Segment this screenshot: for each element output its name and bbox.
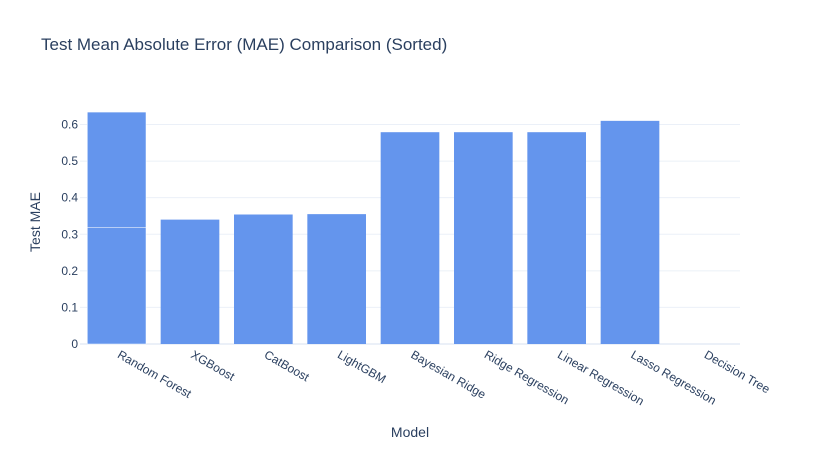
bar xyxy=(87,227,147,345)
x-tick-label: CatBoost xyxy=(262,347,312,384)
y-axis-title: Test MAE xyxy=(27,192,43,252)
bar xyxy=(160,219,220,344)
chart-title: Test Mean Absolute Error (MAE) Compariso… xyxy=(41,35,447,54)
bars xyxy=(87,111,660,345)
y-tick-label: 0.5 xyxy=(61,154,78,168)
y-tick-label: 0.2 xyxy=(61,264,78,278)
bar xyxy=(454,132,513,344)
bar xyxy=(600,120,660,344)
bar xyxy=(380,132,440,344)
bar xyxy=(234,214,293,344)
x-axis-title: Model xyxy=(391,424,429,440)
y-tick-label: 0.4 xyxy=(61,191,78,205)
x-tick-label: Bayesian Ridge xyxy=(409,347,489,401)
y-tick-label: 0 xyxy=(71,337,78,351)
x-tick-label: Random Forest xyxy=(115,347,194,401)
y-axis-ticks: 0 0.1 0.2 0.3 0.4 0.5 0.6 xyxy=(61,118,78,351)
y-tick-label: 0.6 xyxy=(61,118,78,132)
y-tick-label: 0.1 xyxy=(61,300,78,314)
x-tick-label: Decision Tree xyxy=(702,347,773,396)
bar xyxy=(87,111,147,228)
bar xyxy=(307,214,366,344)
x-tick-label: XGBoost xyxy=(189,347,238,383)
bar xyxy=(527,132,586,344)
x-tick-label: LightGBM xyxy=(335,347,388,386)
y-tick-label: 0.3 xyxy=(61,227,78,241)
